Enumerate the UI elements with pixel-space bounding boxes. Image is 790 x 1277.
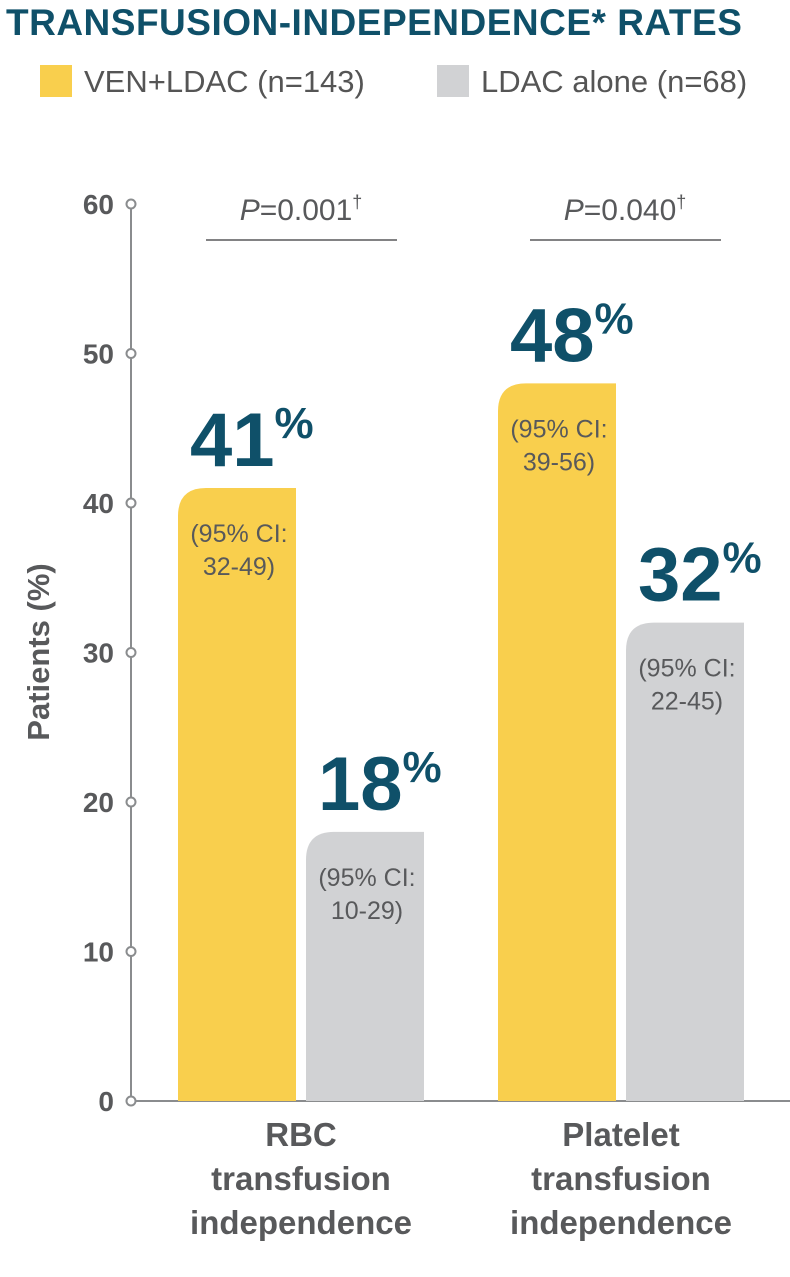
ci-label: 32-49) xyxy=(203,553,275,581)
ci-label: (95% CI: xyxy=(638,655,735,683)
y-tick-label: 50 xyxy=(83,339,114,370)
bar xyxy=(306,831,424,1101)
bar xyxy=(626,622,744,1101)
y-tick-marker xyxy=(125,647,137,658)
p-value-label: P=0.001† xyxy=(240,192,363,227)
y-tick-label: 40 xyxy=(83,488,114,519)
value-label: 32% xyxy=(638,533,762,618)
legend-label-ven-ldac: VEN+LDAC (n=143) xyxy=(84,64,365,99)
category-label: independence xyxy=(510,1204,732,1241)
legend-swatch-ven-ldac xyxy=(40,65,72,97)
y-tick-marker xyxy=(125,1095,137,1107)
ci-label: 10-29) xyxy=(331,897,403,925)
y-tick-label: 30 xyxy=(83,638,114,669)
ci-label: (95% CI: xyxy=(510,415,607,443)
category-label: transfusion xyxy=(531,1160,711,1197)
bar xyxy=(178,488,296,1101)
legend-label-ldac-alone: LDAC alone (n=68) xyxy=(481,64,748,99)
y-tick-label: 0 xyxy=(98,1086,114,1117)
value-label: 48% xyxy=(510,293,634,378)
p-value-label: P=0.040† xyxy=(564,192,687,227)
y-tick-marker xyxy=(125,348,137,359)
category-label: RBC xyxy=(265,1116,337,1153)
category-label: transfusion xyxy=(211,1160,391,1197)
y-tick-marker xyxy=(125,796,137,808)
value-label: 18% xyxy=(318,742,442,827)
y-tick-label: 10 xyxy=(83,937,114,968)
y-tick-marker xyxy=(125,198,137,210)
y-tick-label: 20 xyxy=(83,787,114,818)
bar xyxy=(498,383,616,1101)
ci-label: (95% CI: xyxy=(318,864,415,892)
y-axis-label: Patients (%) xyxy=(21,563,56,740)
legend-swatch-ldac-alone xyxy=(437,65,469,97)
ci-label: (95% CI: xyxy=(190,520,287,548)
ci-label: 39-56) xyxy=(523,448,595,476)
y-tick-marker xyxy=(125,946,137,957)
value-label: 41% xyxy=(190,398,314,483)
legend: VEN+LDAC (n=143) LDAC alone (n=68) xyxy=(0,62,790,102)
category-label: Platelet xyxy=(562,1116,679,1153)
y-tick-marker xyxy=(125,497,137,509)
ci-label: 22-45) xyxy=(651,688,723,716)
y-tick-label: 60 xyxy=(83,189,114,220)
category-label: independence xyxy=(190,1204,412,1241)
chart-title: TRANSFUSION-INDEPENDENCE* RATES xyxy=(6,2,743,43)
